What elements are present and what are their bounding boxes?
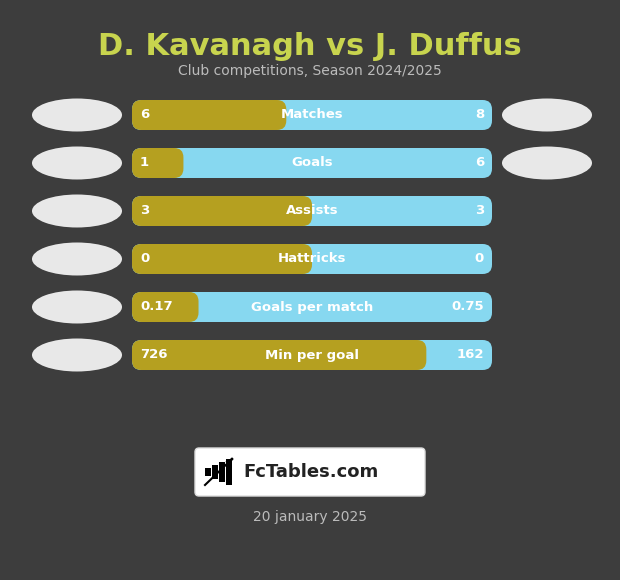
Text: 0: 0	[140, 252, 149, 266]
Ellipse shape	[32, 99, 122, 132]
Text: 6: 6	[140, 108, 149, 121]
FancyBboxPatch shape	[132, 100, 492, 130]
Text: 162: 162	[456, 349, 484, 361]
Text: Club competitions, Season 2024/2025: Club competitions, Season 2024/2025	[178, 64, 442, 78]
FancyBboxPatch shape	[205, 468, 211, 476]
Text: 20 january 2025: 20 january 2025	[253, 510, 367, 524]
Text: Goals: Goals	[291, 157, 333, 169]
Text: 1: 1	[140, 157, 149, 169]
FancyBboxPatch shape	[132, 340, 492, 370]
FancyBboxPatch shape	[132, 196, 312, 226]
FancyBboxPatch shape	[132, 244, 312, 274]
FancyBboxPatch shape	[132, 148, 492, 178]
Ellipse shape	[502, 99, 592, 132]
FancyBboxPatch shape	[219, 462, 225, 482]
FancyBboxPatch shape	[132, 148, 184, 178]
Text: FcTables.com: FcTables.com	[243, 463, 378, 481]
FancyBboxPatch shape	[195, 448, 425, 496]
Text: Assists: Assists	[286, 205, 339, 218]
Ellipse shape	[502, 147, 592, 179]
Text: Min per goal: Min per goal	[265, 349, 359, 361]
FancyBboxPatch shape	[132, 340, 427, 370]
Ellipse shape	[32, 291, 122, 324]
Ellipse shape	[32, 194, 122, 227]
Text: 8: 8	[475, 108, 484, 121]
Ellipse shape	[32, 339, 122, 372]
Text: 726: 726	[140, 349, 167, 361]
Text: 3: 3	[140, 205, 149, 218]
Text: Goals per match: Goals per match	[251, 300, 373, 314]
Text: 0.75: 0.75	[451, 300, 484, 314]
FancyBboxPatch shape	[226, 459, 232, 485]
Text: 0: 0	[475, 252, 484, 266]
Text: 6: 6	[475, 157, 484, 169]
Ellipse shape	[32, 242, 122, 276]
Text: D. Kavanagh vs J. Duffus: D. Kavanagh vs J. Duffus	[98, 32, 522, 61]
FancyBboxPatch shape	[132, 292, 492, 322]
Text: Hattricks: Hattricks	[278, 252, 346, 266]
FancyBboxPatch shape	[132, 244, 492, 274]
FancyBboxPatch shape	[212, 465, 218, 479]
FancyBboxPatch shape	[132, 196, 492, 226]
FancyBboxPatch shape	[132, 292, 198, 322]
FancyBboxPatch shape	[132, 100, 286, 130]
Text: 3: 3	[475, 205, 484, 218]
Ellipse shape	[32, 147, 122, 179]
Text: Matches: Matches	[281, 108, 343, 121]
Text: 0.17: 0.17	[140, 300, 172, 314]
